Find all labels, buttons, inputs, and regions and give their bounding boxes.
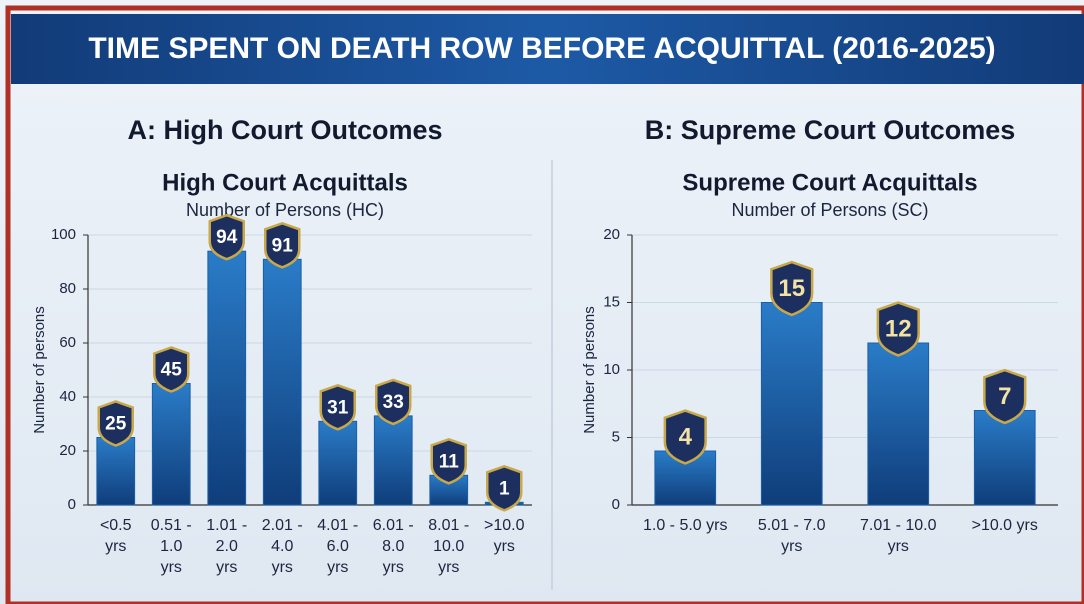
value-label: 33 (383, 392, 404, 413)
value-label: 12 (885, 315, 912, 342)
y-tick-label: 0 (612, 496, 620, 513)
bar (152, 384, 190, 506)
bar (263, 259, 301, 505)
value-label: 31 (327, 397, 349, 418)
page-title: TIME SPENT ON DEATH ROW BEFORE ACQUITTAL… (88, 32, 995, 65)
x-tick-label: 2.01 - 4.0 yrs (261, 515, 304, 578)
y-tick-label: 0 (68, 496, 76, 513)
x-tick-label: <0.5 yrs (94, 515, 137, 557)
bar (208, 251, 246, 505)
chart: TIME SPENT ON DEATH ROW BEFORE ACQUITTAL… (0, 0, 1084, 604)
bar (374, 416, 412, 505)
value-label: 45 (161, 360, 183, 381)
x-tick-label: 8.01 - 10.0 yrs (427, 515, 470, 578)
bar (97, 438, 135, 506)
value-label: 4 (679, 423, 693, 450)
y-tick-label: 15 (603, 293, 620, 310)
value-label: 94 (216, 227, 238, 248)
x-tick-label: >10.0 yrs (483, 515, 526, 557)
chart-subtitle: Number of Persons (HC) (186, 200, 384, 220)
y-axis-label: Number of persons (31, 306, 48, 434)
y-tick-label: 20 (59, 442, 76, 459)
bar (319, 421, 357, 505)
y-tick-label: 80 (59, 280, 76, 297)
bar (974, 411, 1035, 506)
y-axis-label: Number of persons (581, 306, 598, 434)
panel-title: A: High Court Outcomes (128, 115, 443, 145)
value-label: 7 (998, 383, 1011, 410)
bar (761, 303, 822, 506)
x-tick-label: >10.0 yrs (962, 515, 1047, 536)
x-tick-label: 1.0 - 5.0 yrs (643, 515, 728, 536)
value-label: 1 (499, 478, 510, 499)
y-tick-label: 60 (59, 334, 76, 351)
chart-title: Supreme Court Acquittals (682, 169, 977, 196)
value-label: 15 (778, 275, 805, 302)
y-tick-label: 100 (51, 226, 76, 243)
y-tick-label: 10 (603, 361, 620, 378)
chart-subtitle: Number of Persons (SC) (731, 200, 928, 220)
x-tick-label: 1.01 - 2.0 yrs (205, 515, 248, 578)
y-tick-label: 40 (59, 388, 76, 405)
bar (868, 343, 929, 505)
value-label: 25 (105, 414, 127, 435)
page: TIME SPENT ON DEATH ROW BEFORE ACQUITTAL… (0, 0, 1084, 604)
chart-title: High Court Acquittals (162, 169, 408, 196)
y-tick-label: 5 (612, 428, 620, 445)
x-tick-label: 7.01 - 10.0 yrs (856, 515, 941, 557)
y-tick-label: 20 (603, 226, 620, 243)
x-tick-label: 5.01 - 7.0 yrs (749, 515, 834, 557)
x-tick-label: 0.51 - 1.0 yrs (150, 515, 193, 578)
x-tick-label: 4.01 - 6.0 yrs (316, 515, 359, 578)
value-label: 91 (272, 235, 294, 256)
panel-title: B: Supreme Court Outcomes (645, 115, 1016, 145)
x-tick-label: 6.01 - 8.0 yrs (372, 515, 415, 578)
value-label: 11 (439, 451, 460, 472)
